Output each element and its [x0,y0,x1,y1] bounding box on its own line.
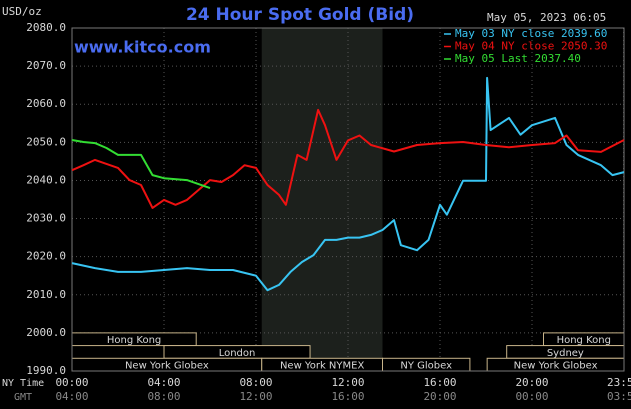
y-tick-label: 2050.0 [26,135,66,148]
y-tick-label: 1990.0 [26,364,66,377]
legend-label: May 05 Last 2037.40 [455,52,581,65]
x-tick-label: 04:00 [147,376,180,389]
y-tick-label: 2010.0 [26,288,66,301]
x2-tick-label: 00:00 [515,390,548,403]
x2-tick-label: 08:00 [147,390,180,403]
session-label: New York NYMEX [280,361,365,372]
legend-label: May 03 NY close 2039.60 [455,27,607,40]
timestamp: May 05, 2023 06:05 [487,11,606,24]
legend-label: May 04 NY close 2050.30 [455,40,607,53]
plot-frame [71,27,625,372]
y-tick-label: 2040.0 [26,173,66,186]
x-axis-label: NY Time [2,378,44,389]
series-line [71,108,625,209]
y-tick-label: 2000.0 [26,326,66,339]
y-tick-label: 2020.0 [26,250,66,263]
y-axis-label: USD/oz [2,5,42,18]
session-label: New York Globex [514,361,598,372]
x2-tick-label: 03:59 [607,390,631,403]
y-tick-label: 2060.0 [26,97,66,110]
x2-tick-label: 04:00 [55,390,88,403]
series-line [71,76,625,292]
x-tick-label: 08:00 [239,376,272,389]
x-tick-label: 23:59 [607,376,631,389]
session-label: NY Globex [400,361,452,372]
x2-axis-label: GMT [14,392,32,403]
session-label: Hong Kong [107,335,161,346]
x2-tick-label: 20:00 [423,390,456,403]
session-label: New York Globex [125,361,209,372]
x2-tick-label: 12:00 [239,390,272,403]
session-label: Hong Kong [557,335,611,346]
y-tick-label: 2080.0 [26,21,66,34]
x-tick-label: 16:00 [423,376,456,389]
series-line [71,139,211,190]
y-tick-label: 2070.0 [26,59,66,72]
x2-tick-label: 16:00 [331,390,364,403]
chart-title: 24 Hour Spot Gold (Bid) [186,5,414,25]
watermark: www.kitco.com [74,38,211,57]
shaded-region [261,28,383,371]
session-label: Sydney [547,348,584,359]
y-tick-label: 2030.0 [26,212,66,225]
session-label: London [219,348,256,359]
x-tick-label: 12:00 [331,376,364,389]
x-tick-label: 20:00 [515,376,548,389]
x-tick-label: 00:00 [55,376,88,389]
